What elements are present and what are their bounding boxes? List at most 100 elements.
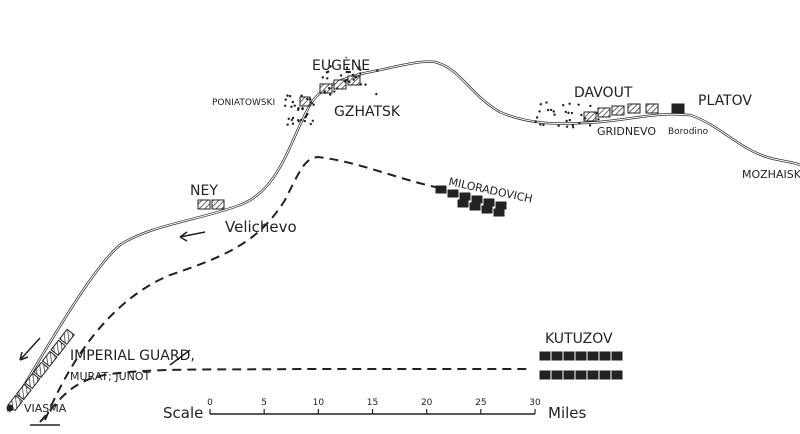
dot xyxy=(286,94,289,97)
dot xyxy=(562,104,565,107)
dot xyxy=(348,70,352,74)
label: MOZHAISK xyxy=(742,168,800,181)
scale-unit: Miles xyxy=(548,404,587,422)
route-ney xyxy=(44,155,441,421)
dot xyxy=(568,118,572,122)
dot xyxy=(364,83,367,86)
dots xyxy=(284,65,600,129)
dot xyxy=(570,111,574,115)
dot xyxy=(284,104,287,107)
label: PLATOV xyxy=(698,93,752,109)
dot xyxy=(290,105,293,109)
dot xyxy=(567,111,570,115)
road xyxy=(6,60,800,413)
dot xyxy=(359,72,362,75)
dot xyxy=(345,66,349,69)
label: DAVOUT xyxy=(574,85,633,101)
label: IMPERIAL GUARD, xyxy=(70,348,195,364)
scale-bar: Scale Miles 0 5 10 15 20 25 30 xyxy=(163,398,587,422)
dot xyxy=(545,101,548,104)
dot xyxy=(284,98,287,101)
dot xyxy=(535,116,539,119)
label: GRIDNEVO xyxy=(597,125,656,138)
dot xyxy=(293,104,296,107)
label: MURAT; JUNOT xyxy=(70,370,151,383)
russian-units xyxy=(6,185,623,412)
dot xyxy=(578,122,581,125)
dot xyxy=(290,118,294,122)
dot xyxy=(538,110,541,113)
scale-tick-label: 0 xyxy=(207,398,213,408)
dot xyxy=(286,123,289,126)
dot xyxy=(588,124,592,127)
dot xyxy=(542,123,545,127)
dot xyxy=(321,76,325,79)
label: NEY xyxy=(190,183,218,199)
dot xyxy=(589,104,592,108)
dot xyxy=(583,117,587,120)
dot xyxy=(565,119,568,123)
dot xyxy=(564,110,567,114)
dot xyxy=(339,74,343,77)
scale-tick-label: 10 xyxy=(313,398,325,408)
dot xyxy=(333,90,336,93)
dot xyxy=(335,87,339,90)
dot xyxy=(347,70,350,74)
scale-tick-label: 25 xyxy=(475,398,486,408)
scale-tick-label: 20 xyxy=(421,398,433,408)
dot xyxy=(557,124,560,127)
dot xyxy=(305,114,308,118)
label: Velichevo xyxy=(225,218,297,236)
french-units xyxy=(7,75,685,412)
dot xyxy=(376,69,379,72)
dot xyxy=(534,120,537,123)
dot xyxy=(300,94,303,97)
dot xyxy=(329,65,332,68)
dot xyxy=(306,97,309,101)
dot xyxy=(549,108,553,112)
dot xyxy=(552,110,555,113)
dot xyxy=(291,100,295,104)
dot xyxy=(553,113,556,116)
dot xyxy=(568,102,571,106)
dot xyxy=(309,98,312,101)
dot xyxy=(291,116,295,120)
dot xyxy=(580,113,583,117)
dot xyxy=(375,92,378,96)
route-kutuzov xyxy=(39,368,530,423)
label: VIASMA xyxy=(24,402,67,415)
dot xyxy=(359,68,362,71)
scale-tick-label: 5 xyxy=(261,398,267,408)
dot xyxy=(310,101,314,105)
label: Borodino xyxy=(668,127,709,137)
label: GZHATSK xyxy=(334,104,401,120)
label: KUTUZOV xyxy=(545,331,613,347)
scale-label: Scale xyxy=(163,404,203,422)
dot xyxy=(354,75,358,79)
dot xyxy=(301,107,304,111)
arrows xyxy=(19,231,206,426)
dot xyxy=(326,77,329,80)
scale-tick-label: 15 xyxy=(367,398,378,408)
dot xyxy=(329,93,332,96)
dot xyxy=(348,80,351,84)
dot xyxy=(309,122,312,126)
label: PONIATOWSKI xyxy=(212,98,275,108)
scale-tick-label: 30 xyxy=(529,398,541,408)
dot xyxy=(352,78,355,81)
dot xyxy=(351,73,355,77)
dot xyxy=(577,103,580,106)
dot xyxy=(326,70,330,73)
dot xyxy=(546,108,550,112)
dot xyxy=(311,119,315,123)
dot xyxy=(288,94,292,98)
dot xyxy=(597,118,600,121)
dot xyxy=(358,66,361,69)
dot xyxy=(303,119,307,123)
dot xyxy=(328,86,331,90)
dot xyxy=(359,83,363,86)
dot xyxy=(595,111,599,115)
dot xyxy=(297,106,300,110)
